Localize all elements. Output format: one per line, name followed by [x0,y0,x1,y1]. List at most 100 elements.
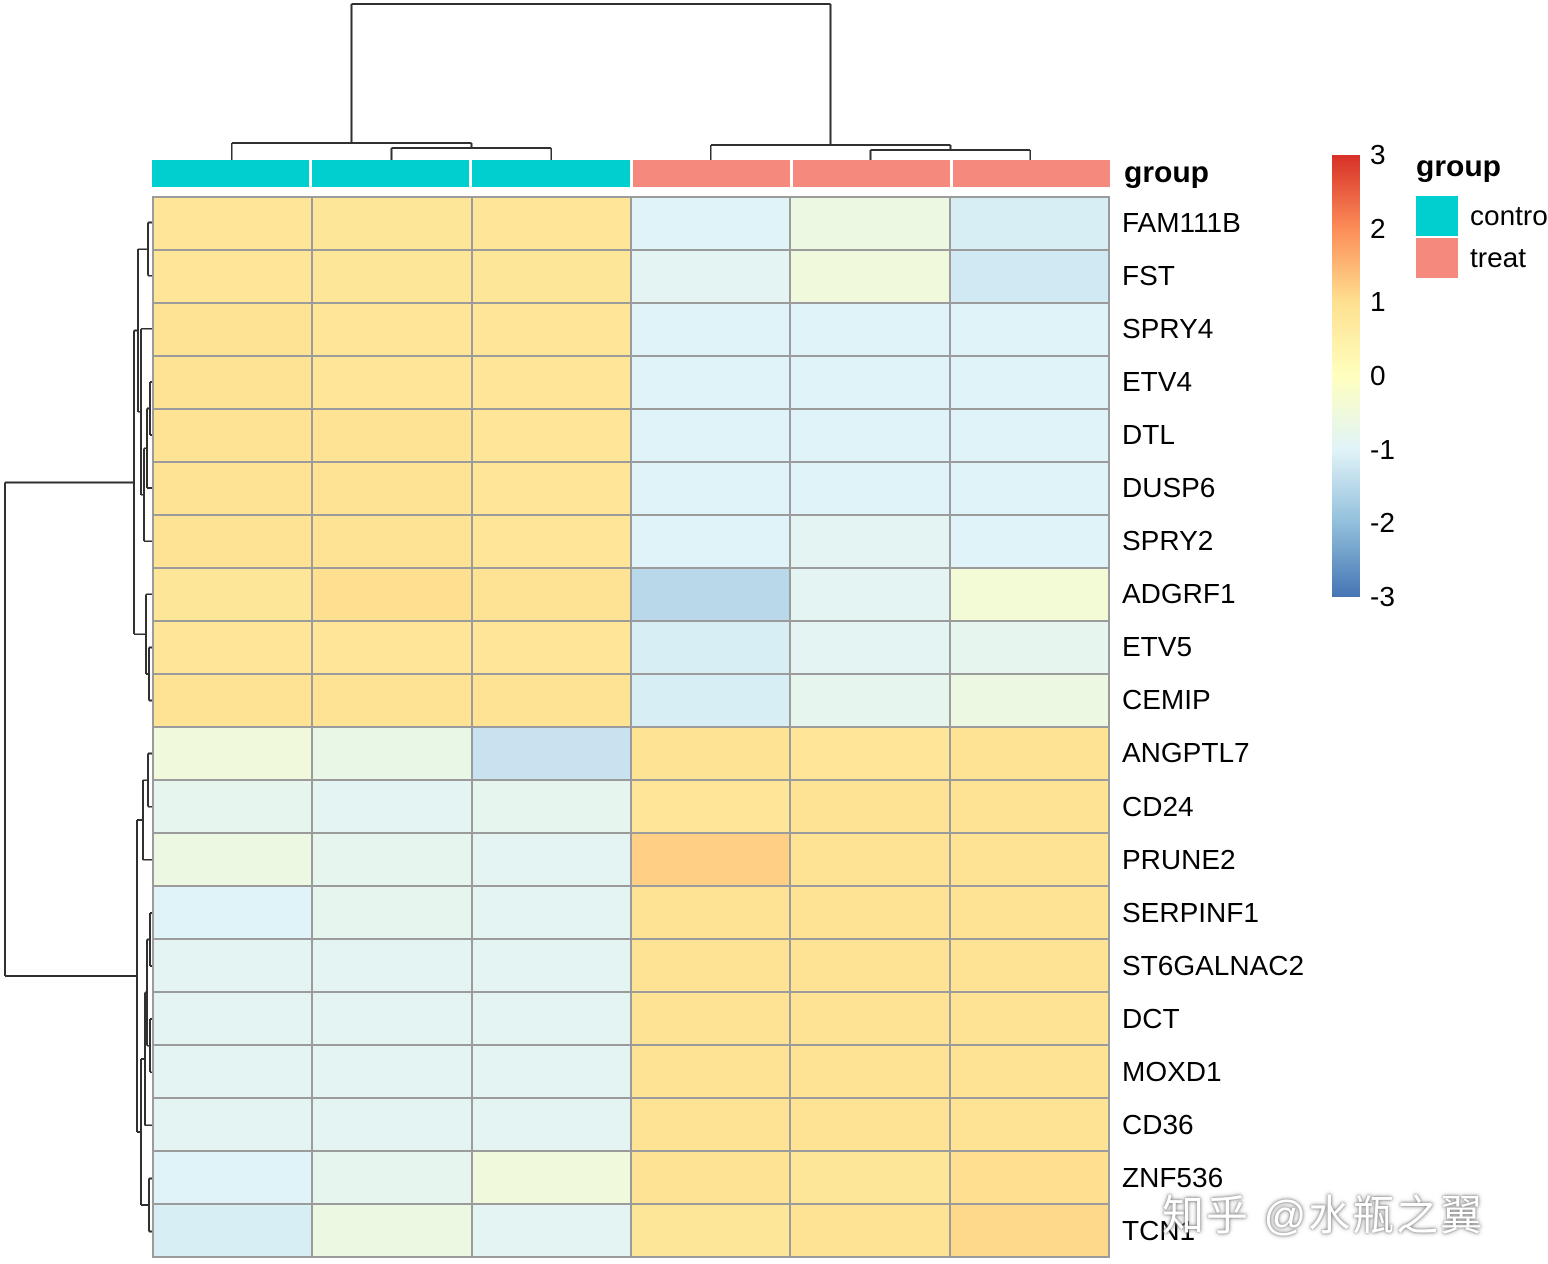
heatmap-cell [950,198,1108,249]
legend-title: group [1416,150,1501,183]
heatmap-cell [472,993,630,1044]
heatmap-cell [950,1046,1108,1097]
heatmap-cell [313,304,471,355]
annotation-label: group [1124,156,1209,189]
heatmap-cell [631,940,790,991]
heatmap-cell [472,516,630,567]
heatmap-cell [791,622,949,673]
row-dendrogram [4,221,152,1233]
gene-label: ZNF536 [1122,1162,1224,1194]
gene-label: FAM111B [1122,206,1241,238]
heatmap-cell [950,993,1108,1044]
gene-label: PRUNE2 [1122,843,1236,875]
annotation-segment-control [472,160,630,187]
heatmap-cell [472,198,630,249]
heatmap-cell [154,357,312,408]
heatmap-cell [950,516,1108,567]
heatmap-cell [313,198,471,249]
gene-label: ST6GALNAC2 [1122,949,1305,981]
heatmap-cell [791,516,949,567]
heatmap-cell [791,410,949,461]
heatmap-cell [472,463,630,514]
heatmap-cell [313,728,471,779]
heatmap-cell [472,357,630,408]
annotation-segment-treat [952,160,1111,187]
heatmap-cell [313,781,471,832]
heatmap-grid [152,196,1110,1258]
heatmap-cell [791,463,949,514]
heatmap-cell [950,834,1108,885]
heatmap-cell [154,304,312,355]
heatmap-cell [313,463,471,514]
heatmap-cell [631,993,790,1044]
gene-label: CEMIP [1122,684,1211,716]
heatmap-cell [950,675,1108,726]
heatmap-cell [472,675,630,726]
heatmap-cell [154,463,312,514]
heatmap-cell [154,728,312,779]
gene-label: CD24 [1122,790,1194,822]
heatmap-cell [313,357,471,408]
heatmap-cell [313,887,471,938]
column-annotation-bar [152,160,1111,187]
heatmap-cell [154,834,312,885]
heatmap-cell [631,251,790,302]
heatmap-cell [631,1152,790,1203]
heatmap-cell [313,569,471,620]
gene-label: CD36 [1122,1109,1194,1141]
heatmap-cell [791,1046,949,1097]
gene-label: ETV5 [1122,631,1193,663]
heatmap-cell [154,993,312,1044]
row-labels: FAM111B FST SPRY4 ETV4 DTL DUSP6 SPRY2 ADGRF1 ET… [1122,196,1422,1258]
heatmap-cell [791,834,949,885]
heatmap-cell [631,1099,790,1150]
heatmap-cell [472,251,630,302]
heatmap-cell [950,1205,1108,1256]
column-dendrogram [230,3,1032,160]
heatmap-cell [154,251,312,302]
heatmap-cell [472,728,630,779]
heatmap-cell [154,410,312,461]
heatmap-cell [950,410,1108,461]
heatmap-cell [950,622,1108,673]
gene-label: ETV4 [1122,365,1193,397]
legend-item-label: treat [1470,242,1527,273]
gene-label: FST [1122,259,1175,291]
gene-label: DTL [1122,418,1175,450]
heatmap-cell [950,304,1108,355]
heatmap-cell [950,887,1108,938]
gene-label: DUSP6 [1122,472,1216,504]
heatmap-cell [631,198,790,249]
heatmap-cell [631,410,790,461]
heatmap-cell [791,198,949,249]
heatmap-cell [313,834,471,885]
heatmap-cell [631,728,790,779]
heatmap-cell [791,887,949,938]
heatmap-cell [631,887,790,938]
colorbar-tick: -3 [1370,581,1395,612]
colorbar-tick: -1 [1370,433,1395,465]
legend-item: treat [1416,238,1548,278]
heatmap-cell [631,675,790,726]
heatmap-cell [631,1205,790,1256]
gene-label: ADGRF1 [1122,578,1236,610]
legend-swatch [1416,196,1458,236]
gene-label: MOXD1 [1122,1056,1222,1088]
heatmap-cell [313,993,471,1044]
legend-item-label: contro [1470,200,1548,231]
heatmap-cell [154,781,312,832]
heatmap-cell [154,887,312,938]
annotation-segment-treat [792,160,950,187]
heatmap-cell [313,410,471,461]
heatmap-cell [791,304,949,355]
heatmap-cell [154,1205,312,1256]
heatmap-cell [472,781,630,832]
colorbar-gradient [1332,155,1360,597]
heatmap-cell [154,1046,312,1097]
heatmap-cell [313,251,471,302]
heatmap-cell [950,728,1108,779]
heatmap-cell [791,357,949,408]
heatmap-cell [631,781,790,832]
heatmap-cell [472,1152,630,1203]
